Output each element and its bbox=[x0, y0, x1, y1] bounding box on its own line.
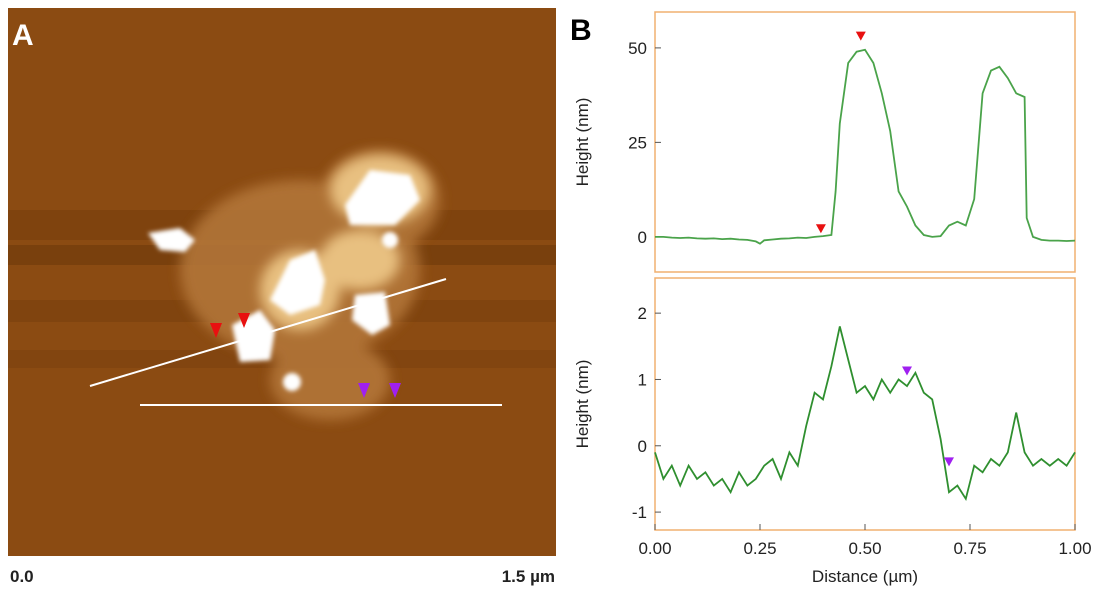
marker bbox=[815, 224, 826, 234]
data-line bbox=[654, 326, 1076, 502]
scale-start: 0.0 bbox=[10, 567, 34, 586]
y-tick-label: 1 bbox=[638, 370, 647, 389]
charts: 0 25 50 Height (nm) -1 0 1 2 0.00 0.25 0.50 0.75 1.0… bbox=[573, 11, 1092, 586]
x-tick-label: 0.00 bbox=[638, 539, 671, 558]
y-tick-label: 25 bbox=[628, 133, 647, 152]
panel-label: B bbox=[570, 14, 592, 47]
y-tick-label: 0 bbox=[638, 437, 647, 456]
x-tick-label: 0.75 bbox=[953, 539, 986, 558]
x-tick-label: 1.00 bbox=[1058, 539, 1091, 558]
marker bbox=[944, 457, 954, 467]
marker bbox=[855, 31, 866, 41]
panel-label: A bbox=[12, 19, 34, 52]
x-tick-label: 0.50 bbox=[848, 539, 881, 558]
x-tick-label: 0.25 bbox=[743, 539, 776, 558]
data-line bbox=[655, 48, 1076, 245]
afm-image bbox=[8, 8, 556, 556]
y-tick-label: 2 bbox=[638, 304, 647, 323]
y-tick-label: 50 bbox=[628, 39, 647, 58]
marker bbox=[902, 366, 912, 376]
y-axis-label: Height (nm) bbox=[573, 98, 592, 187]
scale-end: 1.5 µm bbox=[502, 567, 555, 586]
plot-frame bbox=[654, 277, 1076, 531]
x-axis-label: Distance (µm) bbox=[812, 567, 918, 586]
y-axis-label: Height (nm) bbox=[573, 360, 592, 449]
y-tick-label: 0 bbox=[638, 228, 647, 247]
y-tick-label: -1 bbox=[632, 503, 647, 522]
